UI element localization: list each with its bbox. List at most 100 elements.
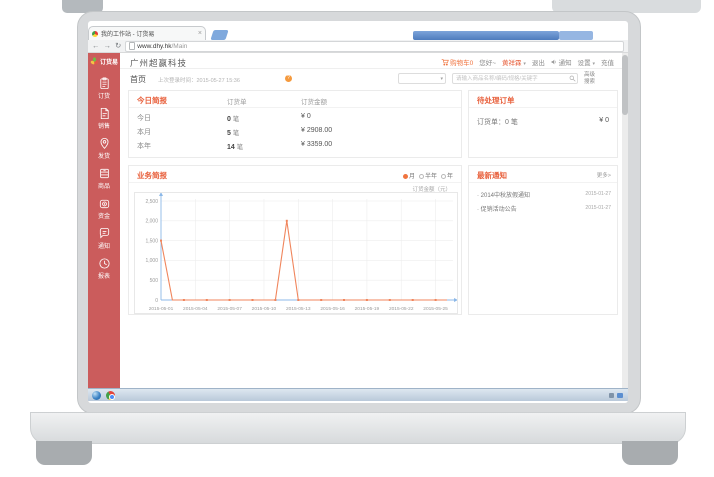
svg-text:2015-05-22: 2015-05-22 xyxy=(389,306,414,312)
breadcrumb[interactable]: 首页 xyxy=(130,75,146,84)
sidebar-item-sales[interactable]: 销售 xyxy=(98,107,111,130)
sidebar-item-notice[interactable]: 通知 xyxy=(98,227,111,250)
url-box[interactable]: www.dhy.hk/Main xyxy=(125,40,624,52)
reload-button[interactable]: ↻ xyxy=(115,41,122,51)
app-logo[interactable]: 订货易 xyxy=(90,53,118,70)
svg-text:2015-05-16: 2015-05-16 xyxy=(320,306,345,312)
sidebar-item-order[interactable]: 订货 xyxy=(98,77,111,100)
location-pin-icon xyxy=(100,137,108,149)
cart-label: 购物车0 xyxy=(450,60,474,67)
pinwheel-logo-icon xyxy=(90,57,99,65)
clipboard-icon xyxy=(99,77,109,90)
svg-text:2015-05-13: 2015-05-13 xyxy=(286,306,311,312)
titlebar-strip xyxy=(413,31,559,40)
recharge-link[interactable]: 充值 xyxy=(601,60,614,67)
header-links: 购物车0 您好~ 黄祥霖 ▾ 退出 通知 设置 ▾ 充值 xyxy=(441,57,614,67)
period-radio-group: 月 半年 年 xyxy=(402,171,453,180)
start-globe-icon[interactable] xyxy=(92,391,101,400)
logout-link[interactable]: 退出 xyxy=(531,60,545,67)
speaker-icon xyxy=(551,59,556,65)
notice-item[interactable]: · 2014中秋放假通知 xyxy=(477,193,531,199)
row-label: 本年 xyxy=(137,143,151,150)
today-card-title: 今日简报 xyxy=(137,96,167,105)
tray-icon[interactable] xyxy=(617,393,623,398)
notice-item[interactable]: · 促销活动公告 xyxy=(477,207,517,213)
more-link[interactable]: 更多> xyxy=(596,173,611,179)
sidebar-item-shipping[interactable]: 发货 xyxy=(98,137,111,160)
titlebar-strip-light xyxy=(559,31,593,40)
document-icon xyxy=(100,107,109,120)
latest-notices-card: 最新通知 更多> · 2014中秋放假通知 2015-01-27 · 促销活动公… xyxy=(468,165,618,315)
browser-tabstrip: 我的工作站 - 订货易 × xyxy=(88,25,628,40)
svg-text:2015-05-07: 2015-05-07 xyxy=(217,306,242,312)
chevron-down-icon: ▾ xyxy=(592,61,595,67)
radio-year[interactable]: 年 xyxy=(440,171,453,180)
today-summary-card: 今日简报 订货单 订货金额 今日 0 笔 ¥ 0 本月 5 笔 ¥ 2908.0… xyxy=(128,90,462,158)
row-amount: ¥ 0 xyxy=(301,113,311,120)
tab-favicon-icon xyxy=(92,30,98,37)
settings-label: 设置 xyxy=(577,60,591,67)
chrome-icon[interactable] xyxy=(106,391,115,400)
radio-label: 月 xyxy=(408,174,415,180)
main-content: 广州超赢科技 购物车0 您好~ 黄祥霖 ▾ 退出 通知 设 xyxy=(120,53,622,388)
row-count: 14 笔 xyxy=(227,141,243,151)
back-button[interactable]: ← xyxy=(92,41,100,51)
svg-text:2015-05-10: 2015-05-10 xyxy=(252,306,277,312)
search-input[interactable] xyxy=(452,73,578,84)
browser-scrollbar[interactable] xyxy=(622,53,628,388)
notify-link[interactable]: 通知 xyxy=(551,57,572,67)
advanced-search-link[interactable]: 高级 搜索 xyxy=(584,72,595,85)
search-icon[interactable] xyxy=(569,75,576,82)
today-card-header: 今日简报 订货单 订货金额 xyxy=(129,91,461,108)
sidebar-item-funds[interactable]: 资金 xyxy=(98,197,111,220)
browser-tab[interactable]: 我的工作站 - 订货易 × xyxy=(88,26,206,40)
last-login-text: 上次登录时间：2015-05-27 15:36 xyxy=(158,78,240,84)
tray-icon[interactable] xyxy=(609,393,614,398)
tab-close-icon[interactable]: × xyxy=(197,30,202,37)
search-category-select[interactable]: ▾ xyxy=(398,73,446,84)
user-name: 黄祥霖 xyxy=(502,60,522,67)
background-shape-left xyxy=(62,0,103,13)
new-tab-button[interactable] xyxy=(210,30,229,40)
chart-svg: 0 500 1,000 1,500 2,000 2,500 2015-05-01 2015-0… xyxy=(145,192,458,312)
pending-row-label[interactable]: 订货单：0 笔 xyxy=(477,119,518,126)
chat-bubble-icon xyxy=(99,227,109,239)
cart-link[interactable]: 购物车0 xyxy=(441,57,473,67)
notice-card-title: 最新通知 xyxy=(477,171,507,180)
radio-month[interactable]: 月 xyxy=(402,171,415,180)
svg-text:2,500: 2,500 xyxy=(145,199,158,205)
pending-orders-card: 待处理订单 订货单：0 笔 ¥ 0 xyxy=(468,90,618,158)
pending-card-header: 待处理订单 xyxy=(469,91,617,108)
business-report-card: 业务简报 月 半年 年 订货金额（元） 0 500 1,000 1,500 2,000 2… xyxy=(128,165,462,315)
radio-label: 半年 xyxy=(424,174,437,180)
count-unit: 笔 xyxy=(230,130,240,137)
svg-text:2015-05-25: 2015-05-25 xyxy=(423,306,448,312)
forward-button[interactable]: → xyxy=(103,41,112,51)
sidebar-item-label: 订货 xyxy=(97,94,110,100)
radio-halfyear[interactable]: 半年 xyxy=(418,171,437,180)
settings-menu[interactable]: 设置 ▾ xyxy=(578,57,595,67)
count-value: 14 xyxy=(227,144,235,151)
count-value: 5 xyxy=(227,130,231,137)
laptop-base xyxy=(30,412,686,444)
column-header-orders: 订货单 xyxy=(227,99,247,106)
svg-text:1,000: 1,000 xyxy=(145,258,158,264)
background-shape-right xyxy=(552,0,701,13)
tab-title: 我的工作站 - 订货易 xyxy=(101,32,155,38)
sidebar-item-goods[interactable]: 商品 xyxy=(98,167,111,190)
sidebar-item-reports[interactable]: 报表 xyxy=(98,257,111,280)
money-icon xyxy=(99,199,109,209)
svg-text:2,000: 2,000 xyxy=(145,219,158,225)
clock-icon xyxy=(98,258,110,269)
sidebar-item-label: 通知 xyxy=(97,244,110,250)
pending-row-value: ¥ 0 xyxy=(599,117,609,124)
url-text: www.dhy.hk/Main xyxy=(137,43,187,50)
scrollbar-thumb[interactable] xyxy=(622,55,628,115)
app-header: 广州超赢科技 购物车0 您好~ 黄祥霖 ▾ 退出 通知 设 xyxy=(120,53,622,69)
user-menu[interactable]: 黄祥霖 ▾ xyxy=(502,57,526,67)
radio-icon xyxy=(440,174,446,179)
info-badge-icon[interactable]: ? xyxy=(285,75,292,82)
sidebar-item-label: 商品 xyxy=(97,184,110,190)
notify-label: 通知 xyxy=(558,60,572,67)
